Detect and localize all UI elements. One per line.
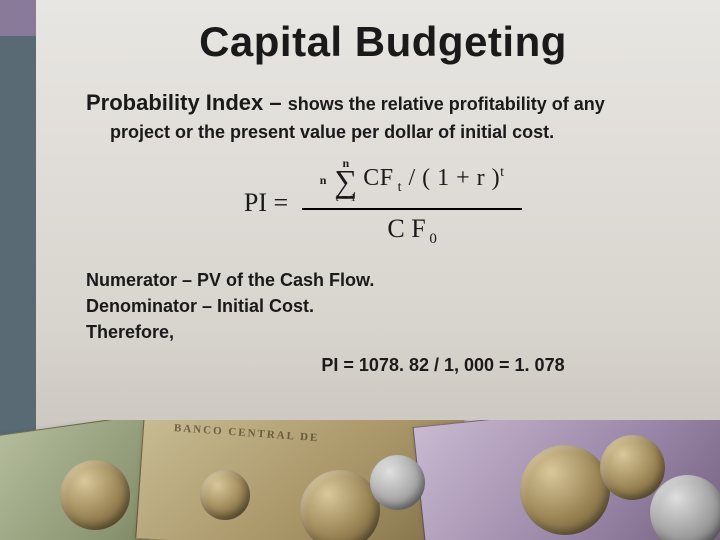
calculation-result: PI = 1078. 82 / 1, 000 = 1. 078 — [206, 355, 680, 376]
mid-text: / ( 1 + r ) — [402, 165, 500, 191]
subtitle-line-2: project or the present value per dollar … — [110, 122, 680, 143]
note-denominator: Denominator – Initial Cost. — [86, 293, 680, 319]
note-therefore: Therefore, — [86, 319, 680, 345]
slide-title: Capital Budgeting — [86, 18, 680, 66]
formula-fraction: n n ∑ t = 1 CF t / ( 1 + r )t C F 0 — [302, 157, 522, 249]
subtitle-lead: Probability Index — [86, 90, 263, 115]
coin-1 — [60, 460, 130, 530]
formula-lhs: PI = — [244, 188, 288, 218]
banknote-text: BANCO CENTRAL DE — [174, 422, 320, 444]
sigma-symbol: ∑ — [334, 167, 357, 196]
formula-denominator: C F 0 — [302, 208, 522, 248]
cf-text: CF — [363, 165, 393, 191]
notes-block: Numerator – PV of the Cash Flow. Denomin… — [86, 267, 680, 345]
coin-7 — [200, 470, 250, 520]
sigma-stack: n ∑ t = 1 — [334, 157, 357, 205]
subtitle-rest: shows the relative profitability of any — [288, 94, 605, 114]
coin-4 — [520, 445, 610, 535]
slide-content: Capital Budgeting Probability Index – sh… — [36, 0, 720, 376]
cf-sub-t: t — [394, 180, 402, 195]
numerator-expression: CF t / ( 1 + r )t — [363, 165, 504, 196]
coin-5 — [600, 435, 665, 500]
sup-t: t — [500, 165, 504, 180]
coin-6 — [650, 475, 720, 540]
note-numerator: Numerator – PV of the Cash Flow. — [86, 267, 680, 293]
subtitle-line-1: Probability Index – shows the relative p… — [86, 88, 680, 118]
sidebar-accent-square — [0, 0, 36, 36]
denom-sub-0: 0 — [426, 232, 437, 248]
coin-2 — [300, 470, 380, 540]
coin-3 — [370, 455, 425, 510]
formula-numerator: n n ∑ t = 1 CF t / ( 1 + r )t — [308, 157, 517, 209]
leading-n: n — [320, 173, 327, 188]
formula: PI = n n ∑ t = 1 CF t / ( 1 + r )t C F 0 — [86, 157, 680, 249]
sigma-lower: t = 1 — [336, 193, 356, 204]
subtitle-dash: – — [263, 90, 287, 115]
footer-money-image: BANCO CENTRAL DE — [0, 420, 720, 540]
denom-cf: C F — [387, 214, 425, 243]
